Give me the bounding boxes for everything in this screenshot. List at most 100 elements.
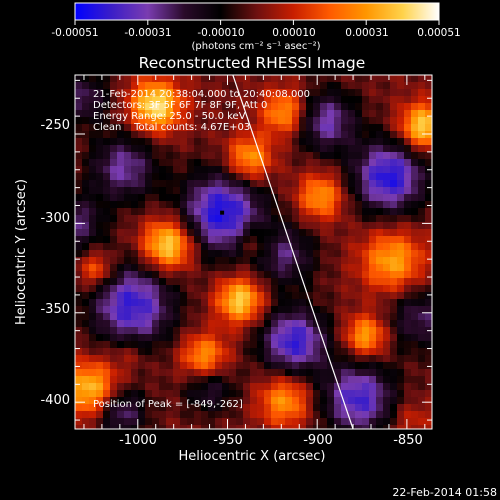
heatmap-cell — [278, 159, 286, 167]
heatmap-cell — [390, 278, 398, 286]
heatmap-cell — [180, 292, 188, 300]
heatmap-cell — [208, 201, 216, 209]
heatmap-cell — [229, 278, 237, 286]
heatmap-cell — [215, 306, 223, 314]
heatmap-cell — [411, 117, 419, 125]
heatmap-cell — [152, 89, 160, 97]
heatmap-cell — [411, 264, 419, 272]
plot-marks — [220, 75, 354, 429]
heatmap-cell — [362, 89, 370, 97]
heatmap-cell — [376, 138, 384, 146]
heatmap-cell — [250, 110, 258, 118]
heatmap-cell — [110, 348, 118, 356]
heatmap-cell — [201, 187, 209, 195]
heatmap-cell — [250, 138, 258, 146]
heatmap-cell — [215, 103, 223, 111]
heatmap-cell — [145, 299, 153, 307]
heatmap-cell — [75, 187, 83, 195]
heatmap-cell — [390, 411, 398, 419]
heatmap-cell — [208, 299, 216, 307]
heatmap-cell — [110, 397, 118, 405]
heatmap-cell — [117, 229, 125, 237]
heatmap-cell — [299, 250, 307, 258]
heatmap-cell — [313, 243, 321, 251]
heatmap-cell — [313, 397, 321, 405]
heatmap-cell — [145, 376, 153, 384]
heatmap-cell — [201, 313, 209, 321]
heatmap-cell — [418, 327, 426, 335]
heatmap-cell — [215, 425, 223, 429]
heatmap-cell — [229, 285, 237, 293]
heatmap-cell — [404, 341, 412, 349]
heatmap-cell — [334, 89, 342, 97]
heatmap-cell — [285, 383, 293, 391]
heatmap-cell — [264, 208, 272, 216]
heatmap-cell — [271, 341, 279, 349]
heatmap-cell — [376, 404, 384, 412]
heatmap-cell — [397, 131, 405, 139]
heatmap-cell — [376, 376, 384, 384]
heatmap-cell — [166, 292, 174, 300]
heatmap-cell — [264, 383, 272, 391]
heatmap-cell — [355, 271, 363, 279]
heatmap-cell — [404, 348, 412, 356]
heatmap-cell — [320, 376, 328, 384]
heatmap-cell — [369, 313, 377, 321]
heatmap-cell — [166, 362, 174, 370]
heatmap-cell — [418, 390, 426, 398]
heatmap-cell — [299, 397, 307, 405]
heatmap-cell — [418, 243, 426, 251]
heatmap-cell — [313, 180, 321, 188]
info-clean-counts: Clean Total counts: 4.67E+03 — [93, 122, 250, 133]
heatmap-cell — [271, 320, 279, 328]
heatmap-cell — [341, 425, 349, 429]
heatmap-cell — [110, 250, 118, 258]
heatmap-cell — [348, 145, 356, 153]
heatmap-cell — [229, 425, 237, 429]
heatmap-cell — [411, 166, 419, 174]
heatmap-cell — [383, 194, 391, 202]
heatmap-cell — [397, 327, 405, 335]
heatmap-cell — [103, 82, 111, 90]
heatmap-cell — [404, 390, 412, 398]
heatmap-cell — [411, 341, 419, 349]
heatmap-cell — [194, 166, 202, 174]
heatmap-cell — [187, 152, 195, 160]
heatmap-cell — [201, 229, 209, 237]
heatmap-cell — [299, 243, 307, 251]
heatmap-cell — [362, 334, 370, 342]
heatmap-cell — [390, 292, 398, 300]
heatmap-cell — [383, 166, 391, 174]
heatmap-cell — [397, 355, 405, 363]
heatmap-cell — [89, 138, 97, 146]
heatmap-cell — [117, 271, 125, 279]
heatmap-cell — [75, 341, 83, 349]
heatmap-cell — [243, 145, 251, 153]
heatmap-cell — [82, 82, 90, 90]
heatmap-cell — [110, 383, 118, 391]
heatmap-cell — [138, 222, 146, 230]
heatmap-cell — [404, 243, 412, 251]
heatmap-cell — [229, 404, 237, 412]
heatmap-cell — [222, 187, 230, 195]
heatmap-cell — [348, 117, 356, 125]
heatmap-cell — [306, 89, 314, 97]
heatmap-cell — [404, 383, 412, 391]
heatmap-cell — [334, 425, 342, 429]
heatmap-cell — [82, 404, 90, 412]
heatmap-cell — [215, 201, 223, 209]
heatmap-cell — [306, 250, 314, 258]
heatmap-cell — [131, 306, 139, 314]
heatmap-cell — [152, 222, 160, 230]
heatmap-cell — [243, 355, 251, 363]
heatmap-cell — [138, 103, 146, 111]
heatmap-cell — [250, 278, 258, 286]
heatmap-cell — [117, 418, 125, 426]
heatmap-cell — [411, 348, 419, 356]
heatmap-cell — [103, 222, 111, 230]
heatmap-cell — [152, 180, 160, 188]
heatmap-cell — [229, 341, 237, 349]
heatmap-cell — [306, 348, 314, 356]
heatmap-cell — [229, 369, 237, 377]
heatmap-cell — [201, 194, 209, 202]
